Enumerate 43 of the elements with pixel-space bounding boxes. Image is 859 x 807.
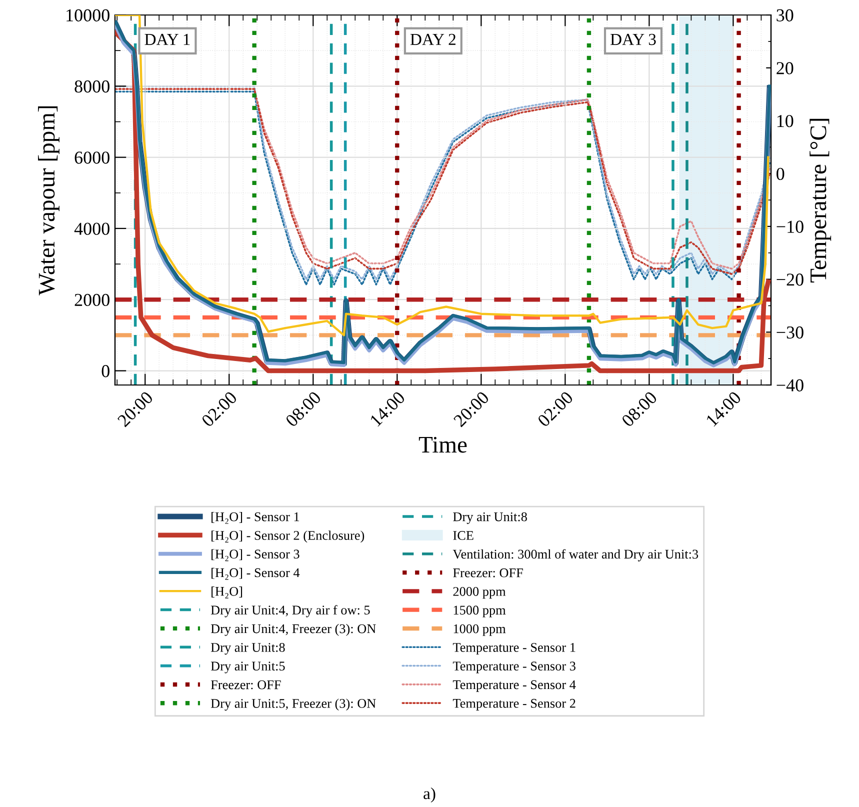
y-tick-label: 4000 (74, 222, 110, 235)
legend-label: Temperature - Sensor 1 (452, 643, 576, 655)
y-tick-label: 6000 (74, 152, 110, 164)
legend-label: Freezer: OFF (210, 680, 281, 690)
legend-label: Dry air Unit:8 (453, 512, 527, 524)
legend-label: 1000 ppm (454, 624, 506, 636)
y2-tick-label: 30 (776, 9, 794, 22)
y2-tick-label: 10 (777, 114, 794, 128)
y2-tick-label: −30 (776, 326, 804, 339)
legend-label: [H₂O] (212, 586, 242, 598)
y-tick-label: 0 (102, 365, 110, 378)
legend-label: ICE (453, 531, 474, 540)
legend-label: Dry air Unit:5, Freezer (3): ON (210, 698, 376, 711)
legend-label: Temperature - Sensor 4 (452, 680, 576, 692)
y2-axis-title: Temperature [°C] (810, 118, 832, 282)
y-axis-title: Water vapour [ppm] (38, 106, 60, 296)
legend-label: 2000 ppm (453, 587, 506, 599)
y2-tick-label: −10 (776, 220, 804, 233)
legend-label: [H₂O] - Sensor 3 (212, 549, 300, 562)
legend-label: Temperature - Sensor 2 (452, 698, 576, 710)
y2-tick-label: −20 (776, 274, 804, 286)
annotation: DAY 2 (410, 34, 456, 45)
legend-label: [H₂O] - Sensor 4 (212, 568, 300, 580)
y2-tick-label: 0 (776, 168, 784, 180)
legend-label: [H₂O] - Sensor 2 (Enclosure) (212, 530, 364, 543)
x-axis-title: Time (418, 436, 467, 453)
legend-label: Dry air Unit:5 (210, 662, 285, 674)
y2-tick-label: −40 (776, 379, 804, 392)
text: a) (424, 787, 436, 803)
y-tick-label: 8000 (74, 80, 110, 93)
legend-label: Dry air Unit:8 (210, 642, 285, 655)
y-tick-label: 2000 (74, 294, 110, 306)
y-tick-label: 10000 (66, 9, 110, 22)
legend-label: Temperature - Sensor 3 (452, 662, 576, 674)
y2-tick-label: 20 (776, 62, 794, 74)
legend-label: 1500 ppm (454, 606, 506, 618)
legend-label: Dry air Unit:4, Dry air f ow: 5 (210, 605, 370, 618)
annotation: DAY 3 (610, 34, 656, 46)
annotation: DAY 1 (144, 34, 190, 45)
legend-label: [H₂O] - Sensor 1 (212, 512, 300, 524)
legend-label: Freezer: OFF (453, 568, 523, 578)
legend-label: Dry air Unit:4, Freezer (3): ON (210, 624, 376, 636)
legend-label: Ventilation: 300ml of water and Dry air Unit:3 (452, 549, 698, 562)
